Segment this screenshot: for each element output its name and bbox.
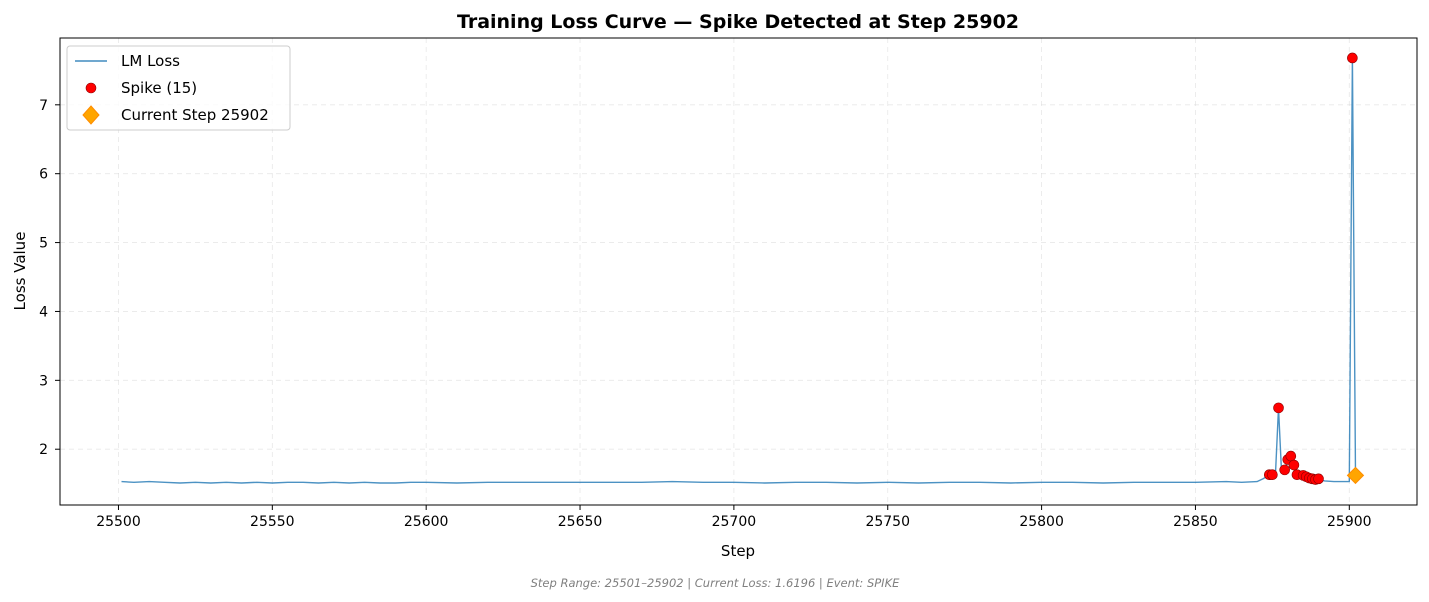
- x-tick-label: 25650: [558, 514, 603, 530]
- x-tick-label: 25800: [1019, 514, 1064, 530]
- spike-point: [1279, 464, 1290, 476]
- x-tick-label: 25700: [712, 514, 757, 530]
- x-axis-label: Step: [721, 542, 755, 560]
- x-tick-label: 25850: [1173, 514, 1218, 530]
- legend-current-step-label: Current Step 25902: [121, 106, 269, 124]
- series: [121, 52, 1365, 485]
- y-tick-label: 2: [39, 442, 48, 458]
- spike-point: [1347, 52, 1358, 64]
- legend-box: [66, 45, 291, 131]
- legend-current-step-swatch: [82, 105, 100, 125]
- y-axis: 2 3 4 5 6 7: [39, 98, 60, 458]
- legend: LM Loss Spike (15) Current Step 25902: [66, 45, 291, 131]
- x-tick-label: 25900: [1327, 514, 1372, 530]
- x-tick-label: 25600: [404, 514, 449, 530]
- legend-spike-swatch: [85, 82, 97, 94]
- lm-loss-line: [121, 57, 1357, 484]
- spike-point: [1273, 402, 1284, 414]
- y-axis-label: Loss Value: [11, 232, 29, 311]
- chart-title: Training Loss Curve — Spike Detected at …: [457, 11, 1019, 33]
- y-tick-label: 5: [39, 236, 48, 252]
- y-tick-label: 6: [39, 167, 48, 183]
- legend-lm-loss-label: LM Loss: [121, 52, 180, 70]
- y-tick-label: 3: [39, 373, 48, 389]
- x-tick-label: 25750: [865, 514, 910, 530]
- x-tick-label: 25550: [250, 514, 295, 530]
- spike-point: [1267, 469, 1278, 480]
- y-tick-label: 4: [39, 304, 48, 320]
- legend-spike-label: Spike (15): [121, 79, 197, 97]
- current-step-point: [1346, 466, 1365, 485]
- x-axis: 25500 25550 25600 25650 25700 25750 25800 25850…: [96, 505, 1372, 530]
- x-tick-label: 25500: [96, 514, 141, 530]
- plot-area-frame: [59, 37, 1418, 506]
- y-tick-label: 7: [39, 98, 48, 114]
- spike-point: [1285, 450, 1297, 462]
- spike-point: [1313, 473, 1324, 485]
- spike-point: [1288, 459, 1300, 471]
- footer-note: Step Range: 25501–25902 | Current Loss: …: [531, 576, 900, 590]
